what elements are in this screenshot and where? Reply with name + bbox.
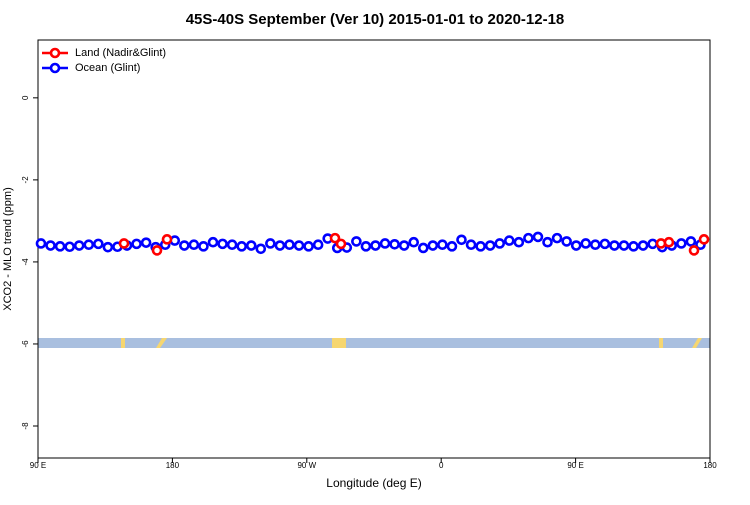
point xyxy=(236,241,247,252)
legend-label: Land (Nadir&Glint) xyxy=(75,47,166,59)
point xyxy=(151,245,163,256)
point xyxy=(161,234,173,245)
x-tick-label: 90 E xyxy=(567,461,583,470)
point xyxy=(217,238,228,250)
point xyxy=(484,240,496,251)
legend-marker xyxy=(49,62,61,74)
land-patch xyxy=(692,338,702,348)
point xyxy=(590,239,601,250)
x-tick-label: 90 W xyxy=(297,461,316,470)
point xyxy=(618,240,630,251)
point xyxy=(494,238,506,249)
point xyxy=(329,232,341,244)
point xyxy=(93,238,104,250)
point xyxy=(35,238,47,249)
point xyxy=(503,235,515,246)
point xyxy=(685,236,697,247)
point xyxy=(312,239,324,250)
point xyxy=(561,236,572,247)
point xyxy=(284,239,295,250)
point xyxy=(628,241,639,252)
point xyxy=(54,241,66,252)
point xyxy=(551,232,563,244)
point xyxy=(688,245,700,256)
point xyxy=(513,236,525,248)
point xyxy=(542,236,553,248)
point xyxy=(663,236,675,248)
point xyxy=(446,241,458,252)
x-tick-label: 90 E xyxy=(30,461,46,470)
point xyxy=(408,236,420,248)
point xyxy=(370,240,381,251)
x-axis-label: Longitude (deg E) xyxy=(326,476,421,490)
point xyxy=(599,238,611,250)
x-tick-label: 0 xyxy=(439,461,444,470)
ocean-strip xyxy=(38,338,710,348)
point xyxy=(379,238,391,249)
point xyxy=(198,241,209,252)
point xyxy=(456,234,467,246)
point xyxy=(570,240,582,251)
land-patch xyxy=(332,338,346,348)
x-tick-label: 180 xyxy=(166,461,180,470)
point xyxy=(102,241,114,253)
point xyxy=(45,240,56,251)
point xyxy=(532,231,544,243)
point xyxy=(389,238,400,250)
point xyxy=(73,240,85,251)
legend-marker xyxy=(49,47,61,59)
land-patch xyxy=(121,338,125,348)
y-tick-label: 0 xyxy=(21,95,30,100)
point xyxy=(335,238,347,250)
point xyxy=(637,240,649,251)
point xyxy=(427,240,439,251)
point xyxy=(360,241,372,252)
y-tick-label: -2 xyxy=(21,176,30,184)
point xyxy=(118,238,130,249)
point xyxy=(293,240,305,251)
x-tick-label: 180 xyxy=(703,461,717,470)
point xyxy=(647,238,658,250)
point xyxy=(580,238,592,249)
point xyxy=(303,241,314,252)
point xyxy=(398,240,410,251)
point xyxy=(226,239,238,250)
point xyxy=(179,240,190,251)
y-tick-label: -6 xyxy=(21,340,30,348)
plot-frame xyxy=(37,39,711,459)
point xyxy=(207,236,219,248)
point xyxy=(475,241,486,252)
point xyxy=(265,238,276,249)
point xyxy=(255,243,267,255)
land-patch xyxy=(156,338,167,348)
surface-mask xyxy=(38,338,710,348)
point xyxy=(131,238,142,250)
point xyxy=(676,238,687,249)
point xyxy=(64,241,75,253)
point xyxy=(609,240,620,251)
point xyxy=(140,237,152,248)
point xyxy=(351,236,362,247)
point xyxy=(274,240,286,251)
point xyxy=(417,242,429,254)
chart-title: 45S-40S September (Ver 10) 2015-01-01 to… xyxy=(186,11,565,28)
land-patch xyxy=(659,338,663,348)
y-tick-label: -8 xyxy=(21,422,30,430)
y-tick-label: -4 xyxy=(21,258,30,266)
legend-label: Ocean (Glint) xyxy=(75,62,140,74)
point xyxy=(698,234,710,245)
point xyxy=(523,232,534,244)
point xyxy=(465,239,477,250)
point xyxy=(188,239,200,250)
point xyxy=(245,240,257,251)
point xyxy=(437,239,448,250)
y-axis-label: XCO2 - MLO trend (ppm) xyxy=(2,187,14,310)
point xyxy=(83,239,95,250)
